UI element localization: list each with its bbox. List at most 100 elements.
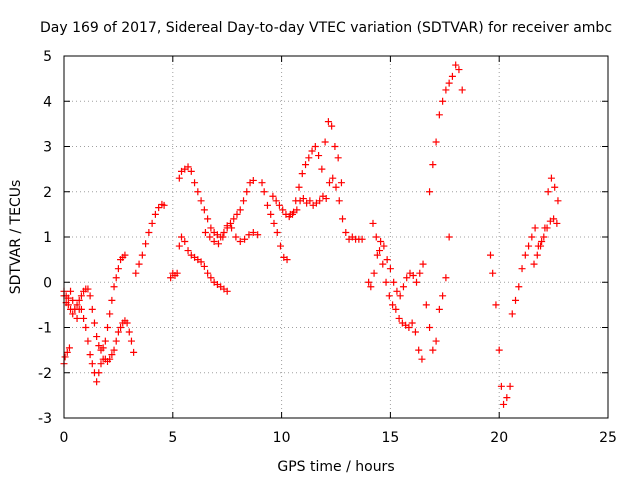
data-point	[315, 152, 323, 160]
data-point	[411, 328, 419, 336]
data-point	[369, 219, 377, 227]
data-marks	[60, 61, 562, 408]
series-arc-c2	[269, 118, 345, 221]
data-point	[405, 324, 413, 331]
data-point	[521, 251, 529, 259]
data-point	[75, 296, 83, 304]
data-point	[419, 260, 427, 268]
data-point	[537, 242, 545, 250]
data-point	[260, 188, 268, 196]
data-point	[508, 310, 516, 318]
data-point	[500, 400, 508, 408]
data-point	[187, 167, 195, 175]
data-point	[515, 283, 523, 291]
series-arc-b2	[175, 233, 231, 295]
data-point	[551, 183, 559, 191]
series-arc-a1	[60, 344, 73, 368]
data-point	[69, 310, 77, 318]
data-point	[130, 348, 138, 356]
data-point	[273, 228, 281, 236]
x-tick-label: 5	[168, 430, 177, 446]
data-point	[64, 301, 72, 309]
data-point	[358, 235, 366, 243]
data-point	[204, 269, 212, 277]
data-point	[298, 170, 306, 178]
data-point	[386, 265, 394, 273]
data-point	[321, 138, 329, 146]
data-point	[64, 294, 72, 302]
data-point	[506, 382, 514, 390]
data-point	[254, 231, 262, 239]
data-point	[99, 344, 107, 352]
data-point	[283, 256, 291, 264]
data-point	[370, 269, 378, 277]
data-point	[267, 210, 275, 218]
series-arc-d2	[369, 219, 426, 363]
data-point	[525, 242, 533, 250]
data-point	[334, 154, 342, 162]
data-point	[408, 319, 416, 327]
data-point	[292, 197, 300, 205]
x-tick-label: 10	[273, 430, 291, 446]
data-point	[200, 262, 208, 270]
data-point	[452, 61, 460, 69]
data-point	[445, 233, 453, 241]
data-point	[197, 197, 205, 205]
data-point	[167, 274, 175, 282]
data-point	[512, 296, 520, 304]
data-point	[458, 86, 466, 94]
data-point	[184, 247, 192, 255]
data-point	[395, 314, 403, 322]
data-point	[403, 274, 411, 282]
y-tick-label: 5	[43, 49, 52, 65]
data-point	[84, 337, 92, 345]
data-point	[249, 228, 257, 236]
data-point	[73, 314, 81, 322]
x-tick-label: 25	[599, 430, 617, 446]
data-point	[497, 382, 505, 390]
series-arc-e2	[508, 174, 562, 318]
data-point	[277, 242, 285, 250]
data-point	[272, 197, 280, 205]
data-point	[416, 269, 424, 277]
data-point	[342, 228, 350, 236]
data-point	[127, 337, 135, 345]
series-arc-a3	[60, 292, 138, 386]
data-point	[86, 351, 94, 359]
data-point	[335, 197, 343, 205]
data-point	[117, 324, 125, 331]
data-point	[77, 305, 85, 313]
data-point	[270, 219, 278, 227]
data-point	[324, 118, 332, 126]
data-point	[223, 222, 231, 230]
data-point	[305, 154, 313, 162]
series-arc-b3	[175, 163, 257, 241]
data-point	[432, 138, 440, 146]
data-point	[399, 283, 407, 291]
data-point	[550, 215, 558, 223]
data-point	[125, 328, 133, 336]
data-point	[365, 278, 373, 286]
data-point	[181, 238, 189, 246]
data-point	[544, 188, 552, 196]
data-point	[429, 346, 437, 354]
data-point	[390, 278, 398, 286]
data-point	[104, 324, 112, 331]
data-point	[80, 314, 88, 322]
data-point	[426, 188, 434, 196]
data-point	[377, 238, 385, 246]
data-point	[123, 319, 131, 327]
series-arc-d1	[365, 233, 453, 354]
y-tick-label: 3	[43, 140, 52, 156]
x-tick-labels: 0 5 10 15 20 25	[60, 430, 617, 446]
data-point	[86, 292, 94, 300]
data-point	[73, 301, 81, 309]
data-point	[439, 97, 447, 105]
data-point	[71, 305, 79, 313]
data-point	[337, 179, 345, 187]
series-arc-b1	[167, 269, 181, 282]
data-point	[197, 258, 205, 266]
data-point	[308, 147, 316, 155]
y-tick-label: -1	[38, 321, 52, 337]
